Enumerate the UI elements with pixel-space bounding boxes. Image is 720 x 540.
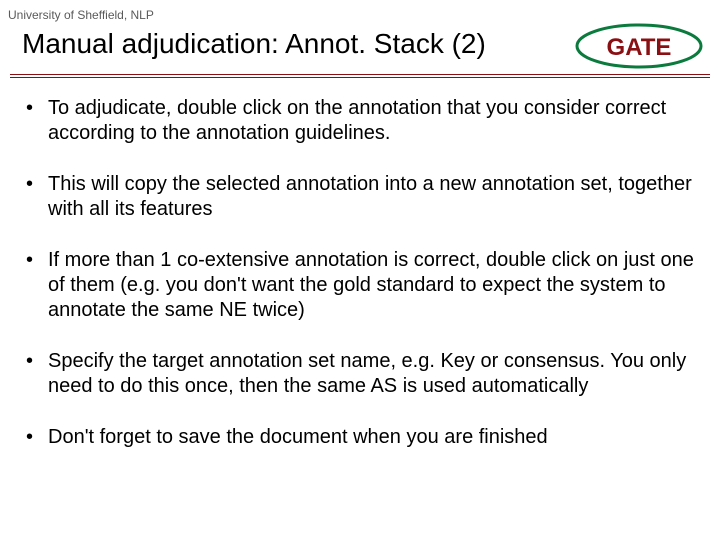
slide-title: Manual adjudication: Annot. Stack (2) [22,28,486,60]
gate-logo: GATE [574,22,704,70]
bullet-item: If more than 1 co-extensive annotation i… [20,248,700,323]
bullet-item: Don't forget to save the document when y… [20,425,700,450]
slide-body: To adjudicate, double click on the annot… [20,96,700,476]
logo-text: GATE [607,34,672,61]
bullet-list: To adjudicate, double click on the annot… [20,96,700,450]
title-divider [10,74,710,78]
affiliation-text: University of Sheffield, NLP [8,8,154,22]
bullet-item: To adjudicate, double click on the annot… [20,96,700,146]
bullet-item: This will copy the selected annotation i… [20,172,700,222]
bullet-item: Specify the target annotation set name, … [20,349,700,399]
